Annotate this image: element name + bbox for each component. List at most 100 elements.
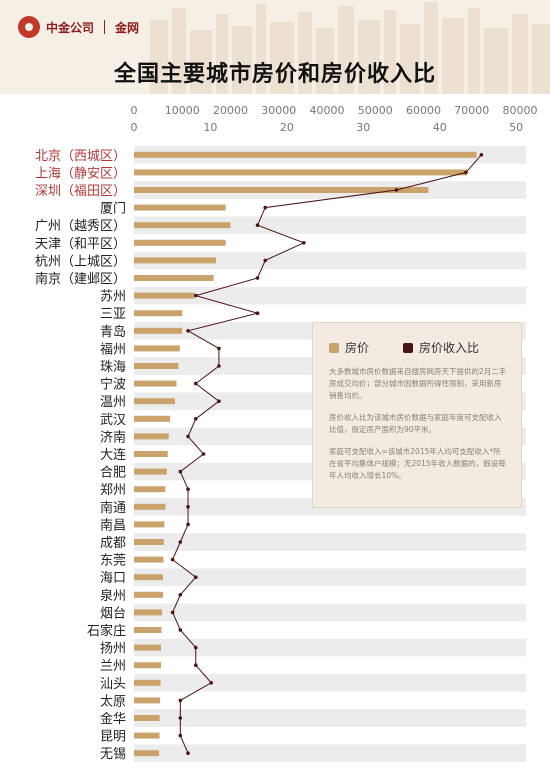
ratio-point [186,329,190,333]
city-label: 济南 [100,429,126,445]
ratio-point [193,381,198,386]
price-bar [134,433,169,440]
price-bar [134,415,171,422]
ratio-point [178,698,183,703]
price-bar [134,662,162,669]
row-band [134,674,526,692]
city-label: 青岛 [100,324,126,340]
city-label: 汕头 [100,677,126,692]
ratio-point [178,716,183,720]
ratio-point [479,153,484,157]
legend-note-2: 房价收入比为该城市房价数据与家庭年度可支配收入比值，假定房产面积为90平米。 [329,413,502,434]
ratio-point [178,540,183,544]
price-bar [134,187,429,193]
price-bar [134,679,161,686]
legend-note-1: 大多数城市房价数据来自搜房网房天下提供的2月二手房成交均价；部分城市因数据所得性… [329,367,507,400]
price-bar [134,591,163,598]
city-label: 烟台 [100,606,126,621]
price-bar [134,239,226,246]
header-banner: 中金公司 金网 全国主要城市房价和房价收入比 [0,0,550,94]
row-band [134,709,526,727]
ratio-point [302,241,306,245]
brand-logo: 中金公司 金网 [18,16,139,38]
city-label: 福州 [100,342,126,357]
logo-divider [104,20,106,34]
city-label: 厦门 [100,202,126,217]
price-bar [134,732,160,739]
ratio-tick-label: 20 [280,121,294,134]
city-label: 石家庄 [87,623,126,639]
row-band [134,568,526,586]
price-tick-label: 30000 [261,104,296,117]
legend-ratio-label: 房价收入比 [419,341,480,355]
ratio-point [217,399,221,404]
city-label: 东莞 [100,554,126,569]
skyline-decoration [150,2,550,94]
price-bar [134,627,162,633]
row-band [134,216,526,234]
ratio-point [178,628,183,632]
ratio-point [263,258,268,263]
ratio-tick-label: 30 [356,121,370,134]
price-bar [134,503,166,510]
ratio-point [255,276,260,280]
city-label: 宁波 [100,377,126,393]
price-bar [134,715,160,721]
ratio-point [178,469,183,474]
row-band [134,603,526,622]
city-label: 苏州 [100,289,126,305]
price-tick-label: 10000 [165,104,200,117]
price-bar [134,275,214,281]
city-label: 珠海 [100,360,126,375]
ratio-point [178,593,183,597]
ratio-point [255,311,260,315]
price-bar [134,398,176,405]
city-label: 北京（西城区） [35,149,126,164]
city-label: 天津（和平区） [35,237,126,252]
price-bar [134,486,166,493]
price-bar [134,574,163,581]
row-band [134,744,526,762]
ratio-point [186,487,190,492]
city-label: 昆明 [100,730,126,745]
ratio-point [170,557,175,562]
price-tick-label: 40000 [310,104,345,117]
price-bar [134,380,177,387]
price-bar [134,468,167,475]
ratio-point [193,293,198,298]
ratio-point [193,663,198,667]
price-bar [134,257,217,264]
city-label: 三亚 [100,307,126,322]
ratio-point [186,434,190,439]
price-bar [134,222,231,229]
ratio-point [201,452,206,456]
price-bar [134,451,168,457]
ratio-point [193,417,198,421]
city-label: 泉州 [100,588,126,604]
logo-subtext: 金网 [115,20,140,35]
ratio-point [193,645,198,650]
ratio-point [255,223,260,227]
legend-box: 房价 房价收入比 大多数城市房价数据来自搜房网房天下提供的2月二手房成交均价；部… [312,322,522,508]
city-label: 南昌 [100,517,126,533]
city-label: 成都 [100,536,126,551]
price-bar [134,644,162,651]
city-label: 海口 [100,571,126,586]
price-bar [134,750,160,757]
legend-items: 房价 房价收入比 [329,339,521,356]
price-tick-label: 50000 [358,104,393,117]
price-bar [134,292,195,299]
price-swatch [329,342,339,353]
price-bar [134,609,162,616]
logo-text: 中金公司 [46,20,95,35]
city-label: 南通 [100,500,126,516]
ratio-tick-label: 40 [433,121,447,134]
city-label: 大连 [100,447,126,463]
price-bar [134,151,477,158]
legend-price-label: 房价 [345,341,370,355]
city-label: 郑州 [100,483,126,498]
city-label: 杭州（上城区） [35,254,126,269]
price-bar [134,556,164,563]
city-label: 兰州 [100,659,126,674]
price-bar [134,310,183,317]
